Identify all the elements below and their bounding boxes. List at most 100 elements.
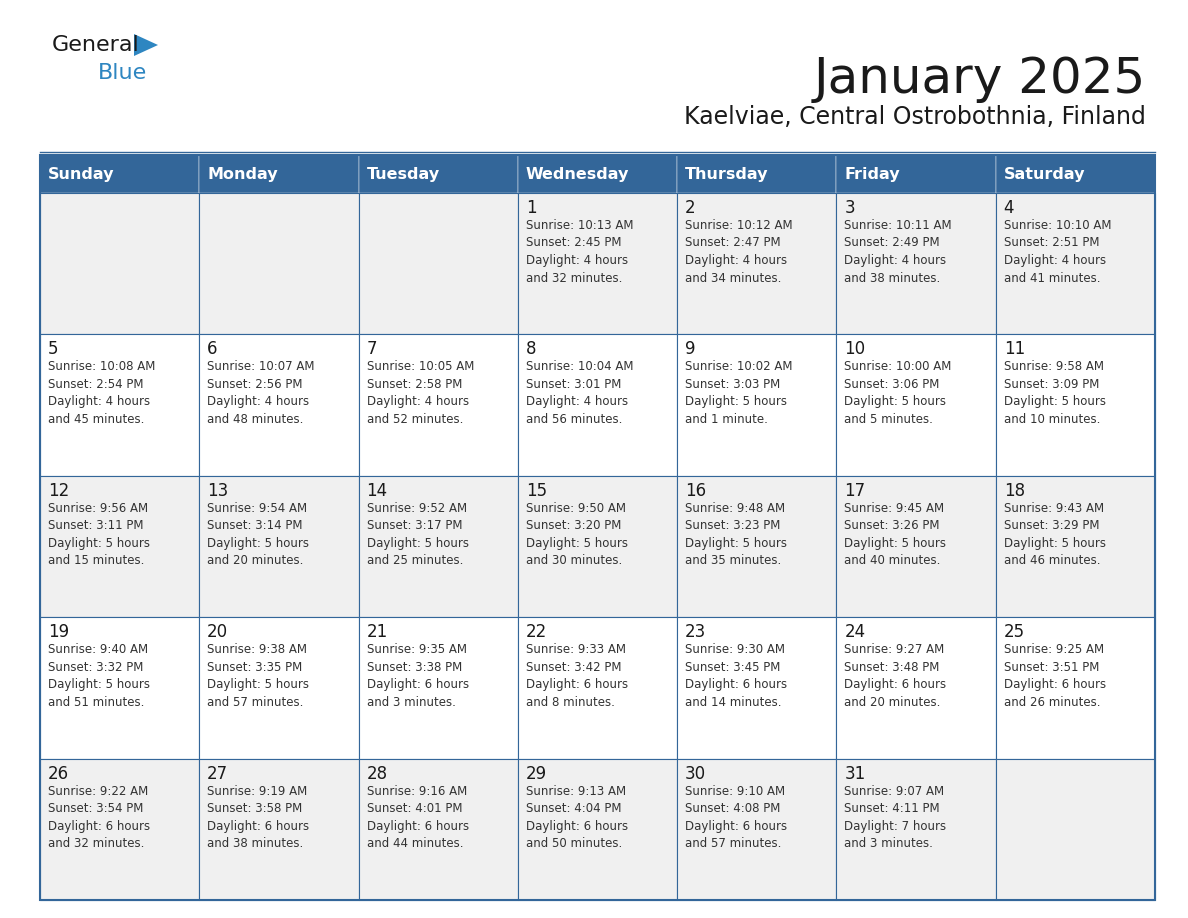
Text: 21: 21 (367, 623, 387, 641)
Text: 14: 14 (367, 482, 387, 499)
Text: 10: 10 (845, 341, 866, 358)
Text: Sunrise: 10:02 AM
Sunset: 3:03 PM
Daylight: 5 hours
and 1 minute.: Sunrise: 10:02 AM Sunset: 3:03 PM Daylig… (685, 361, 792, 426)
Text: Sunrise: 9:38 AM
Sunset: 3:35 PM
Daylight: 5 hours
and 57 minutes.: Sunrise: 9:38 AM Sunset: 3:35 PM Dayligh… (207, 644, 309, 709)
Text: Sunday: Sunday (48, 166, 114, 182)
Text: Thursday: Thursday (685, 166, 769, 182)
Bar (996, 155, 1155, 193)
Text: 30: 30 (685, 765, 706, 783)
Text: Friday: Friday (845, 166, 901, 182)
Bar (40, 334, 200, 476)
Text: Sunrise: 9:13 AM
Sunset: 4:04 PM
Daylight: 6 hours
and 50 minutes.: Sunrise: 9:13 AM Sunset: 4:04 PM Dayligh… (526, 785, 628, 850)
Bar (836, 193, 996, 334)
Text: 15: 15 (526, 482, 546, 499)
Text: Sunrise: 9:43 AM
Sunset: 3:29 PM
Daylight: 5 hours
and 46 minutes.: Sunrise: 9:43 AM Sunset: 3:29 PM Dayligh… (1004, 502, 1106, 567)
Text: Sunrise: 10:07 AM
Sunset: 2:56 PM
Daylight: 4 hours
and 48 minutes.: Sunrise: 10:07 AM Sunset: 2:56 PM Daylig… (207, 361, 315, 426)
Text: Kaelviae, Central Ostrobothnia, Finland: Kaelviae, Central Ostrobothnia, Finland (684, 105, 1146, 129)
Text: 19: 19 (48, 623, 69, 641)
Bar (40, 617, 200, 758)
Bar (359, 334, 518, 476)
Text: Sunrise: 9:27 AM
Sunset: 3:48 PM
Daylight: 6 hours
and 20 minutes.: Sunrise: 9:27 AM Sunset: 3:48 PM Dayligh… (845, 644, 947, 709)
Bar (40, 155, 1155, 900)
Text: 1: 1 (526, 199, 537, 217)
Bar (836, 476, 996, 617)
Text: 27: 27 (207, 765, 228, 783)
Bar (996, 617, 1155, 758)
Bar (518, 155, 677, 193)
Text: 18: 18 (1004, 482, 1025, 499)
Text: 28: 28 (367, 765, 387, 783)
Text: 13: 13 (207, 482, 228, 499)
Text: 11: 11 (1004, 341, 1025, 358)
Bar (518, 193, 677, 334)
Text: 22: 22 (526, 623, 546, 641)
Text: Blue: Blue (97, 63, 147, 83)
Text: January 2025: January 2025 (814, 55, 1146, 103)
Text: Sunrise: 9:30 AM
Sunset: 3:45 PM
Daylight: 6 hours
and 14 minutes.: Sunrise: 9:30 AM Sunset: 3:45 PM Dayligh… (685, 644, 788, 709)
Bar (200, 476, 359, 617)
Bar (200, 193, 359, 334)
Bar (359, 617, 518, 758)
Text: Sunrise: 9:45 AM
Sunset: 3:26 PM
Daylight: 5 hours
and 40 minutes.: Sunrise: 9:45 AM Sunset: 3:26 PM Dayligh… (845, 502, 947, 567)
Bar (40, 155, 200, 193)
Bar (359, 155, 518, 193)
Bar (677, 476, 836, 617)
Text: Wednesday: Wednesday (526, 166, 630, 182)
Bar (677, 155, 836, 193)
Bar (40, 476, 200, 617)
Text: Sunrise: 9:48 AM
Sunset: 3:23 PM
Daylight: 5 hours
and 35 minutes.: Sunrise: 9:48 AM Sunset: 3:23 PM Dayligh… (685, 502, 788, 567)
Text: Sunrise: 9:35 AM
Sunset: 3:38 PM
Daylight: 6 hours
and 3 minutes.: Sunrise: 9:35 AM Sunset: 3:38 PM Dayligh… (367, 644, 468, 709)
Text: 23: 23 (685, 623, 707, 641)
Text: Sunrise: 10:04 AM
Sunset: 3:01 PM
Daylight: 4 hours
and 56 minutes.: Sunrise: 10:04 AM Sunset: 3:01 PM Daylig… (526, 361, 633, 426)
Text: Sunrise: 9:19 AM
Sunset: 3:58 PM
Daylight: 6 hours
and 38 minutes.: Sunrise: 9:19 AM Sunset: 3:58 PM Dayligh… (207, 785, 309, 850)
Bar (996, 758, 1155, 900)
Text: 2: 2 (685, 199, 696, 217)
Bar (677, 334, 836, 476)
Text: 17: 17 (845, 482, 866, 499)
Text: 7: 7 (367, 341, 377, 358)
Text: Tuesday: Tuesday (367, 166, 440, 182)
Bar (200, 334, 359, 476)
Text: Sunrise: 10:12 AM
Sunset: 2:47 PM
Daylight: 4 hours
and 34 minutes.: Sunrise: 10:12 AM Sunset: 2:47 PM Daylig… (685, 219, 792, 285)
Text: General: General (52, 35, 140, 55)
Text: Sunrise: 10:05 AM
Sunset: 2:58 PM
Daylight: 4 hours
and 52 minutes.: Sunrise: 10:05 AM Sunset: 2:58 PM Daylig… (367, 361, 474, 426)
Bar (518, 758, 677, 900)
Text: 16: 16 (685, 482, 706, 499)
Text: Sunrise: 9:40 AM
Sunset: 3:32 PM
Daylight: 5 hours
and 51 minutes.: Sunrise: 9:40 AM Sunset: 3:32 PM Dayligh… (48, 644, 150, 709)
Text: 6: 6 (207, 341, 217, 358)
Text: Sunrise: 9:50 AM
Sunset: 3:20 PM
Daylight: 5 hours
and 30 minutes.: Sunrise: 9:50 AM Sunset: 3:20 PM Dayligh… (526, 502, 627, 567)
Text: Sunrise: 9:16 AM
Sunset: 4:01 PM
Daylight: 6 hours
and 44 minutes.: Sunrise: 9:16 AM Sunset: 4:01 PM Dayligh… (367, 785, 468, 850)
Text: 12: 12 (48, 482, 69, 499)
Text: 5: 5 (48, 341, 58, 358)
Text: 3: 3 (845, 199, 855, 217)
Text: 26: 26 (48, 765, 69, 783)
Text: Sunrise: 9:56 AM
Sunset: 3:11 PM
Daylight: 5 hours
and 15 minutes.: Sunrise: 9:56 AM Sunset: 3:11 PM Dayligh… (48, 502, 150, 567)
Bar (200, 155, 359, 193)
Text: Sunrise: 9:58 AM
Sunset: 3:09 PM
Daylight: 5 hours
and 10 minutes.: Sunrise: 9:58 AM Sunset: 3:09 PM Dayligh… (1004, 361, 1106, 426)
Bar (40, 193, 200, 334)
Bar (996, 334, 1155, 476)
Bar (836, 155, 996, 193)
Bar (40, 758, 200, 900)
Text: 20: 20 (207, 623, 228, 641)
Text: 24: 24 (845, 623, 866, 641)
Bar (677, 758, 836, 900)
Bar (359, 758, 518, 900)
Bar (359, 193, 518, 334)
Bar (518, 476, 677, 617)
Bar (518, 617, 677, 758)
Bar (518, 334, 677, 476)
Bar (836, 758, 996, 900)
Text: Sunrise: 9:54 AM
Sunset: 3:14 PM
Daylight: 5 hours
and 20 minutes.: Sunrise: 9:54 AM Sunset: 3:14 PM Dayligh… (207, 502, 309, 567)
Bar (836, 617, 996, 758)
Bar (996, 476, 1155, 617)
Text: Sunrise: 9:52 AM
Sunset: 3:17 PM
Daylight: 5 hours
and 25 minutes.: Sunrise: 9:52 AM Sunset: 3:17 PM Dayligh… (367, 502, 468, 567)
Text: Sunrise: 10:13 AM
Sunset: 2:45 PM
Daylight: 4 hours
and 32 minutes.: Sunrise: 10:13 AM Sunset: 2:45 PM Daylig… (526, 219, 633, 285)
Text: 4: 4 (1004, 199, 1015, 217)
Text: Sunrise: 9:22 AM
Sunset: 3:54 PM
Daylight: 6 hours
and 32 minutes.: Sunrise: 9:22 AM Sunset: 3:54 PM Dayligh… (48, 785, 150, 850)
Bar (836, 334, 996, 476)
Text: Sunrise: 10:11 AM
Sunset: 2:49 PM
Daylight: 4 hours
and 38 minutes.: Sunrise: 10:11 AM Sunset: 2:49 PM Daylig… (845, 219, 952, 285)
Bar (677, 193, 836, 334)
Text: 25: 25 (1004, 623, 1025, 641)
Text: Sunrise: 9:33 AM
Sunset: 3:42 PM
Daylight: 6 hours
and 8 minutes.: Sunrise: 9:33 AM Sunset: 3:42 PM Dayligh… (526, 644, 628, 709)
Bar (200, 617, 359, 758)
